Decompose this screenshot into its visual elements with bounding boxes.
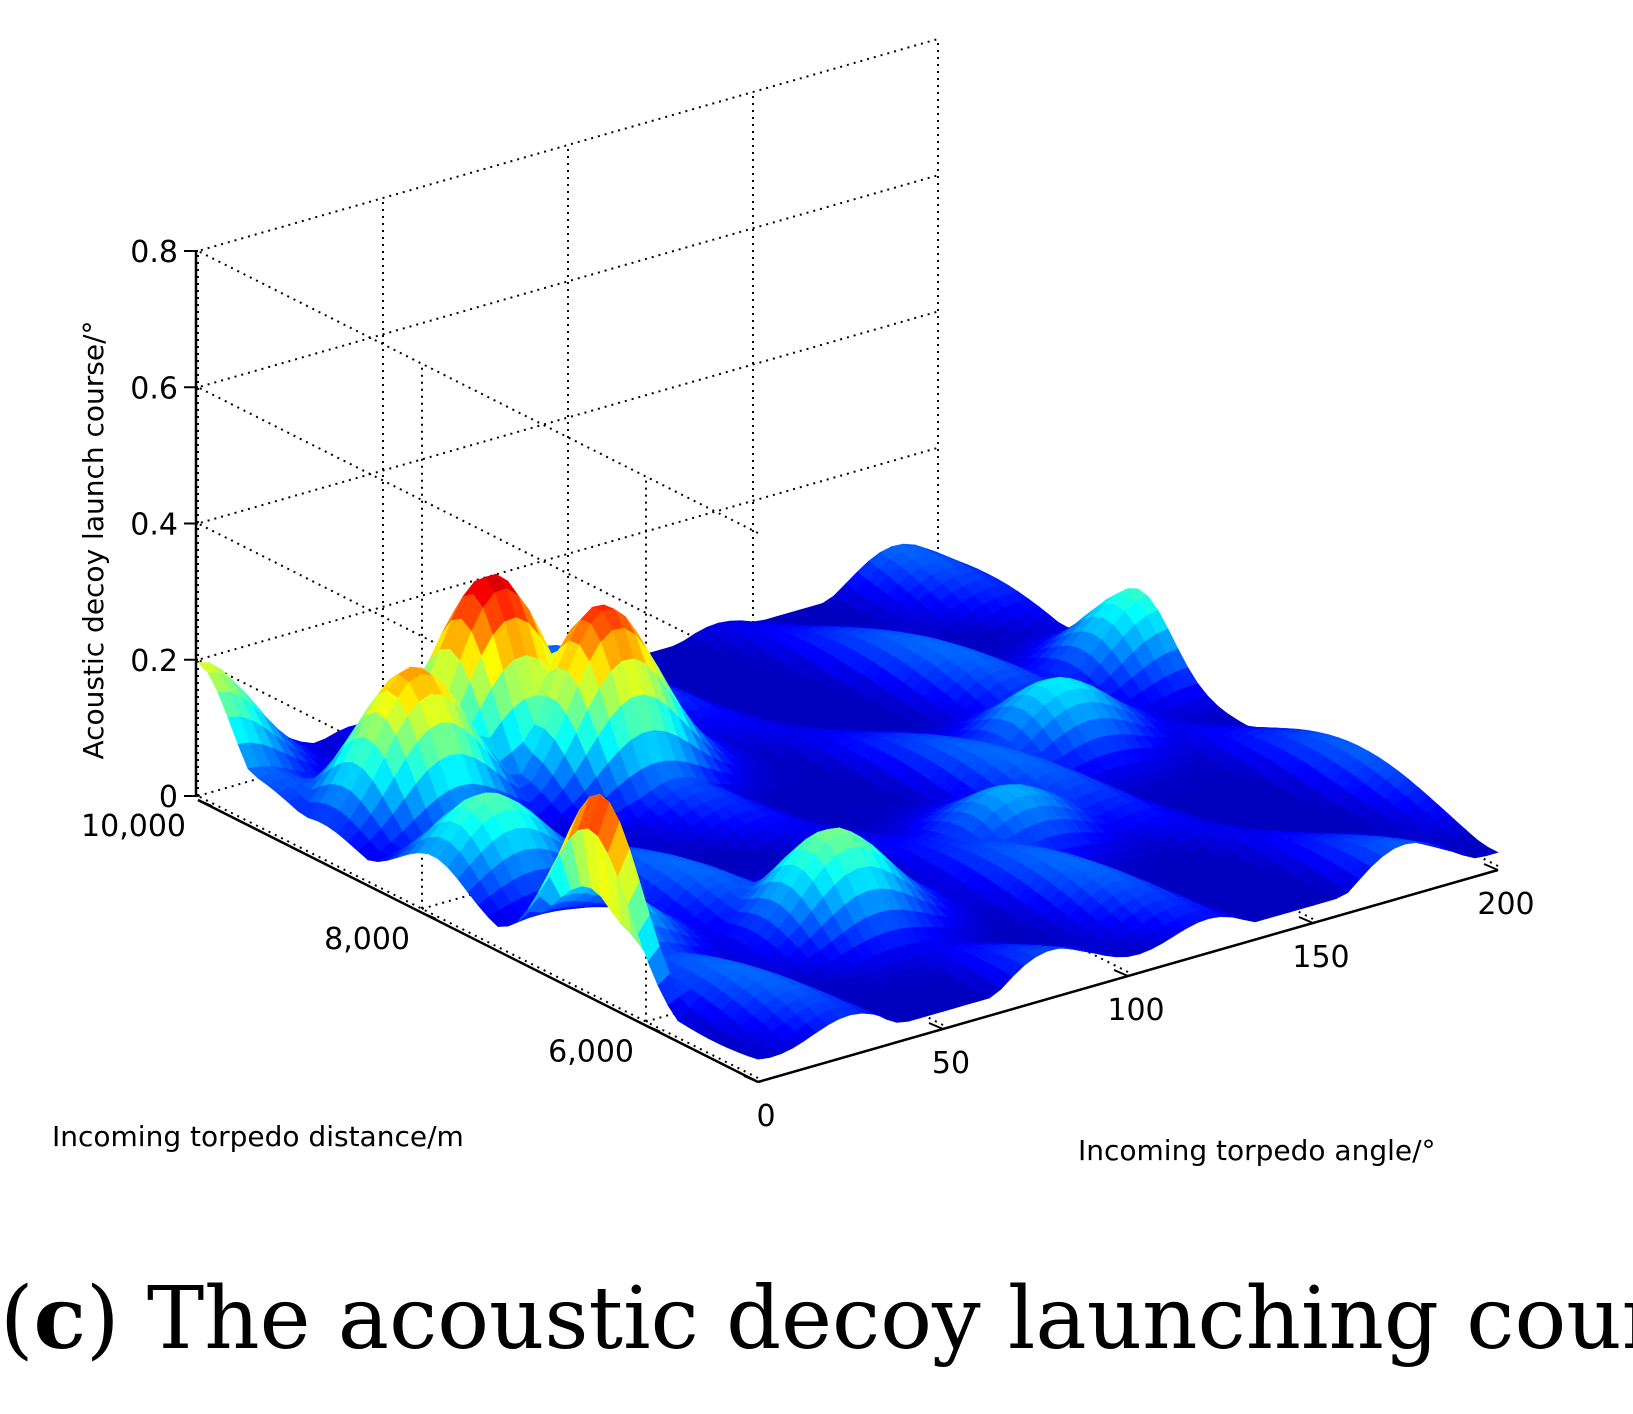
z-tick-label: 0 [159, 780, 178, 815]
distance-tick-label: 8,000 [324, 922, 410, 957]
distance-tick-label: 6,000 [548, 1035, 634, 1070]
angle-tick-label: 200 [1477, 887, 1534, 922]
surface-mesh [197, 543, 1499, 1060]
angle-tick-label: 150 [1292, 940, 1349, 975]
z-tick-label: 0.8 [130, 235, 178, 270]
z-axis-label: Acoustic decoy launch course/° [77, 320, 110, 759]
angle-tick [743, 1075, 759, 1083]
tick-labels: 00.20.40.60.86,0008,00010,00005010015020… [81, 235, 1535, 1134]
angle-tick [928, 1022, 944, 1030]
angle-tick [1298, 916, 1314, 924]
z-tick-label: 0.6 [130, 371, 178, 406]
z-tick-label: 0.4 [130, 508, 178, 543]
angle-tick [1483, 863, 1499, 871]
caption-text: ) The acoustic decoy launching course [85, 1269, 1633, 1369]
distance-axis-line [197, 798, 759, 1084]
angle-tick [1113, 969, 1129, 977]
caption-open: ( [0, 1269, 34, 1369]
caption-letter: c [33, 1268, 86, 1369]
angle-axis-label: Incoming torpedo angle/° [1078, 1134, 1436, 1167]
surface-cell [746, 1052, 771, 1060]
distance-tick [645, 1024, 661, 1033]
distance-tick [197, 799, 213, 807]
angle-tick-label: 0 [756, 1099, 775, 1134]
z-tick-label: 0.2 [130, 644, 178, 679]
distance-axis-label: Incoming torpedo distance/m [52, 1120, 464, 1153]
distance-tick-label: 10,000 [81, 809, 186, 844]
figure-caption: (c) The acoustic decoy launching course [0, 1268, 1633, 1369]
angle-tick-label: 100 [1107, 993, 1164, 1028]
angle-tick-label: 50 [932, 1046, 970, 1081]
distance-tick [421, 911, 437, 920]
